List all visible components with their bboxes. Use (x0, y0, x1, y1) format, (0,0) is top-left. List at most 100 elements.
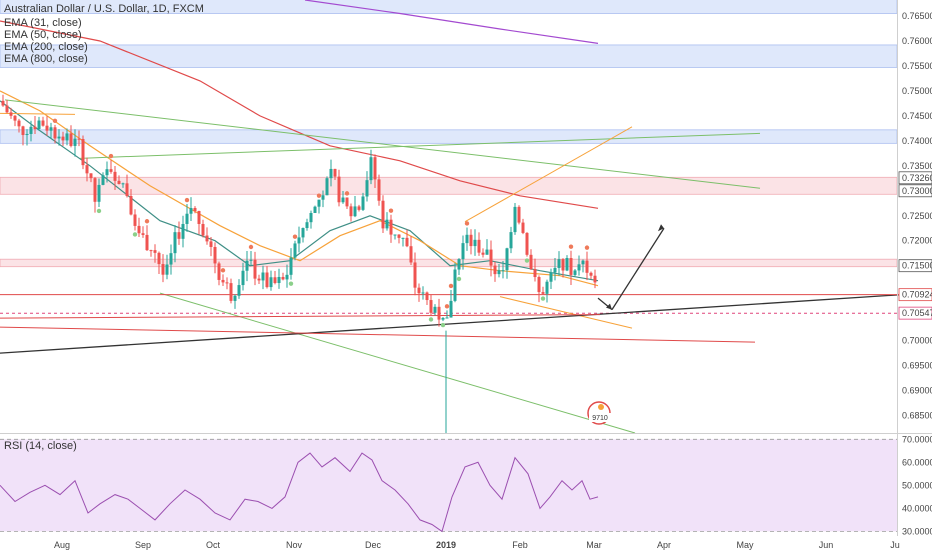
candle-body (417, 287, 421, 294)
candle-body (1, 100, 5, 106)
candle-body (45, 125, 49, 131)
candle-body (121, 183, 125, 185)
candle-body (201, 223, 205, 236)
candle-body (561, 259, 565, 271)
candle-body (29, 126, 33, 134)
price-level-box (898, 184, 932, 198)
candle-body (589, 272, 593, 276)
price-tick-label: 0.70000 (902, 336, 932, 346)
candle-body (353, 206, 357, 217)
candle-body (373, 157, 377, 180)
candle-body (261, 272, 265, 281)
candle-body (497, 270, 501, 275)
candle-body (389, 219, 393, 235)
rsi-pane: 70.0000 60.0000 50.0000 40.0000 30.0000 (0, 434, 932, 536)
signal-dot (388, 208, 394, 213)
candle-body (473, 239, 477, 247)
candle-body (37, 120, 41, 130)
candle-body (529, 254, 533, 270)
rsi-label[interactable]: RSI (14, close) (4, 440, 77, 452)
signal-dot (448, 283, 454, 289)
price-tick-label: 0.71500 (902, 261, 932, 271)
x-tick-label: Apr (657, 540, 671, 550)
candle-body (345, 197, 349, 207)
candle-body (525, 232, 529, 255)
signal-dot (344, 191, 350, 196)
signal-dot (144, 219, 150, 224)
chart-title: Australian Dollar / U.S. Dollar, 1D, FXC… (4, 3, 204, 15)
candle-body (297, 237, 301, 244)
candle-body (257, 278, 261, 281)
candle-body (301, 228, 305, 238)
price-tick-label: 0.70547 (902, 308, 932, 318)
candle-body (21, 126, 25, 136)
signal-dot (440, 322, 446, 328)
price-tick-label: 0.74000 (902, 136, 932, 146)
candle-body (53, 127, 57, 139)
event-badge[interactable]: 9710 (587, 401, 611, 425)
candle-body (13, 115, 17, 121)
candle-body (333, 168, 337, 177)
price-tick-label: 0.73260 (902, 173, 932, 183)
candle-body (545, 281, 549, 294)
signal-dot (52, 118, 58, 124)
price-tick-label: 0.72000 (902, 236, 932, 246)
x-tick-label: Aug (54, 540, 70, 550)
ema31-label[interactable]: EMA (31, close) (4, 17, 82, 29)
price-tick-label: 0.74500 (902, 111, 932, 121)
trendline-2 (159, 292, 636, 434)
rsi-tick-label: 60.0000 (902, 457, 932, 467)
candle-body (77, 138, 81, 140)
candle-body (125, 183, 129, 197)
candle-body (449, 300, 453, 318)
candle-body (253, 259, 257, 279)
candle-body (517, 206, 521, 223)
candle-body (465, 234, 469, 244)
ema200-label[interactable]: EMA (200, close) (4, 41, 88, 53)
price-level-box (898, 171, 932, 185)
candle-body (149, 250, 153, 252)
rsi-tick-label: 40.0000 (902, 503, 932, 513)
candle-body (493, 265, 497, 275)
ema-line-0 (0, 100, 599, 282)
candle-body (361, 196, 365, 210)
price-tick-label: 0.69000 (902, 386, 932, 396)
candle-body (73, 138, 77, 146)
candle-body (409, 246, 413, 263)
blue-zone (0, 129, 898, 144)
candle-body (141, 233, 145, 235)
candle-body (553, 267, 557, 273)
candle-body (557, 259, 561, 268)
candle-body (25, 133, 29, 136)
ema800-label[interactable]: EMA (800, close) (4, 53, 88, 65)
price-tick-label: 0.69500 (902, 361, 932, 371)
ema50-label[interactable]: EMA (50, close) (4, 29, 82, 41)
rsi-line (0, 452, 599, 533)
candle-body (537, 277, 541, 293)
signal-dot (96, 208, 102, 214)
candle-body (357, 206, 361, 210)
candle-body (549, 272, 553, 282)
candle-body (193, 208, 197, 211)
candle-body (101, 175, 105, 185)
candle-body (137, 225, 141, 234)
candle-body (117, 180, 121, 184)
candle-body (9, 112, 13, 116)
candle-body (281, 276, 285, 280)
candle-body (133, 214, 137, 226)
trendline-4 (464, 126, 633, 223)
candle-body (385, 219, 389, 229)
candle-body (41, 120, 45, 126)
candle-body (221, 279, 225, 283)
candle-body (225, 282, 229, 284)
candle-body (229, 283, 233, 301)
candle-body (289, 257, 293, 275)
signal-dot (292, 234, 298, 239)
x-tick-label: 2019 (436, 540, 456, 550)
candle-body (105, 169, 109, 176)
candle-body (569, 258, 573, 275)
candle-body (305, 222, 309, 229)
ema-line-2 (0, 20, 599, 209)
